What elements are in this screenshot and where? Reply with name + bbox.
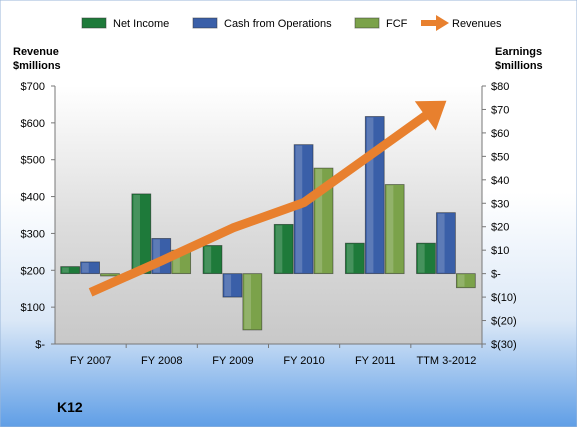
right-axis-tick-label: $- <box>491 269 501 281</box>
bar-highlight <box>82 262 89 273</box>
right-axis-tick-label: $80 <box>491 81 509 93</box>
axes-layer: $- $100 $200 $300 $400 $500 $600 $700 $(30) $(20)… <box>21 81 517 367</box>
left-axis-tick-label: $500 <box>21 155 45 167</box>
bar-highlight <box>437 213 445 273</box>
bar-highlight <box>173 251 180 273</box>
bar-fcf <box>242 273 263 331</box>
left-axis-tick-label: $700 <box>21 81 45 93</box>
bar-highlight <box>133 194 140 273</box>
bar-net-income <box>344 242 365 275</box>
left-axis-tick-label: $400 <box>21 192 45 204</box>
ticker-label: K12 <box>57 399 83 415</box>
left-axis-tick-label: $600 <box>21 118 45 130</box>
left-axis-tick-label: $300 <box>21 228 45 240</box>
bar-highlight <box>457 274 465 287</box>
bar-highlight <box>346 244 354 273</box>
bar-highlight <box>418 244 425 273</box>
right-axis-tick-label: $50 <box>491 151 509 163</box>
bar-highlight <box>224 274 232 297</box>
left-axis-title-line1: Revenue <box>13 46 59 58</box>
x-axis-tick-label: FY 2008 <box>141 355 182 367</box>
right-axis-title-line1: Earnings <box>495 46 542 58</box>
bar-highlight <box>244 274 252 329</box>
right-axis-tick-label: $70 <box>491 104 509 116</box>
arrow-layer <box>88 100 447 297</box>
bar-highlight <box>62 267 69 273</box>
bar-highlight <box>295 145 303 273</box>
legend-swatch-net-income <box>81 17 107 29</box>
revenues-arrowhead <box>414 100 447 131</box>
legend-swatch-fcf <box>354 17 380 29</box>
legend-swatch-cash-from-operations <box>192 17 218 29</box>
bar-highlight <box>153 239 160 273</box>
left-axis-title-line2: $millions <box>13 60 61 72</box>
x-axis-tick-label: FY 2010 <box>283 355 324 367</box>
x-axis-tick-label: FY 2011 <box>355 355 396 367</box>
right-axis-tick-label: $10 <box>491 245 509 257</box>
legend-label-revenues: Revenues <box>452 18 502 30</box>
legend: Net Income Cash from Operations FCF Revenue… <box>81 15 502 31</box>
bar-net-income <box>60 266 81 275</box>
bar-cash-from-operations <box>436 212 456 275</box>
bar-highlight <box>366 117 374 273</box>
right-axis-title-line2: $millions <box>495 60 543 72</box>
right-axis-tick-label: $(20) <box>491 316 517 328</box>
bar-cash-from-operations <box>222 273 243 298</box>
left-axis-tick-label: $100 <box>21 302 45 314</box>
bar-highlight <box>204 246 212 273</box>
bar-net-income <box>416 242 436 275</box>
bar-highlight <box>315 169 323 273</box>
x-axis-tick-label: FY 2009 <box>212 355 253 367</box>
legend-label-fcf: FCF <box>386 18 408 30</box>
right-axis-tick-label: $60 <box>491 128 509 140</box>
x-axis-tick-label: FY 2007 <box>70 355 111 367</box>
bar-highlight <box>275 225 283 273</box>
bar-fcf <box>384 184 405 275</box>
x-axis-tick-label: TTM 3-2012 <box>416 355 476 367</box>
bar-net-income <box>202 245 223 275</box>
bar-net-income <box>273 223 294 275</box>
bars-layer <box>60 116 476 331</box>
legend-label-cash-from-operations: Cash from Operations <box>224 18 332 30</box>
left-axis-tick-label: $200 <box>21 265 45 277</box>
bar-cash-from-operations <box>80 261 100 275</box>
right-axis-tick-label: $30 <box>491 198 509 210</box>
legend-arrowhead-revenues <box>436 15 449 31</box>
right-axis-tick-label: $20 <box>491 222 509 234</box>
bar-fcf <box>455 273 476 289</box>
revenues-line <box>88 111 430 297</box>
right-axis-tick-label: $(10) <box>491 292 517 304</box>
left-axis-tick-label: $- <box>35 339 45 351</box>
right-axis-tick-label: $40 <box>491 175 509 187</box>
legend-label-net-income: Net Income <box>113 18 169 30</box>
bar-highlight <box>386 185 394 273</box>
right-axis-tick-label: $(30) <box>491 339 517 351</box>
